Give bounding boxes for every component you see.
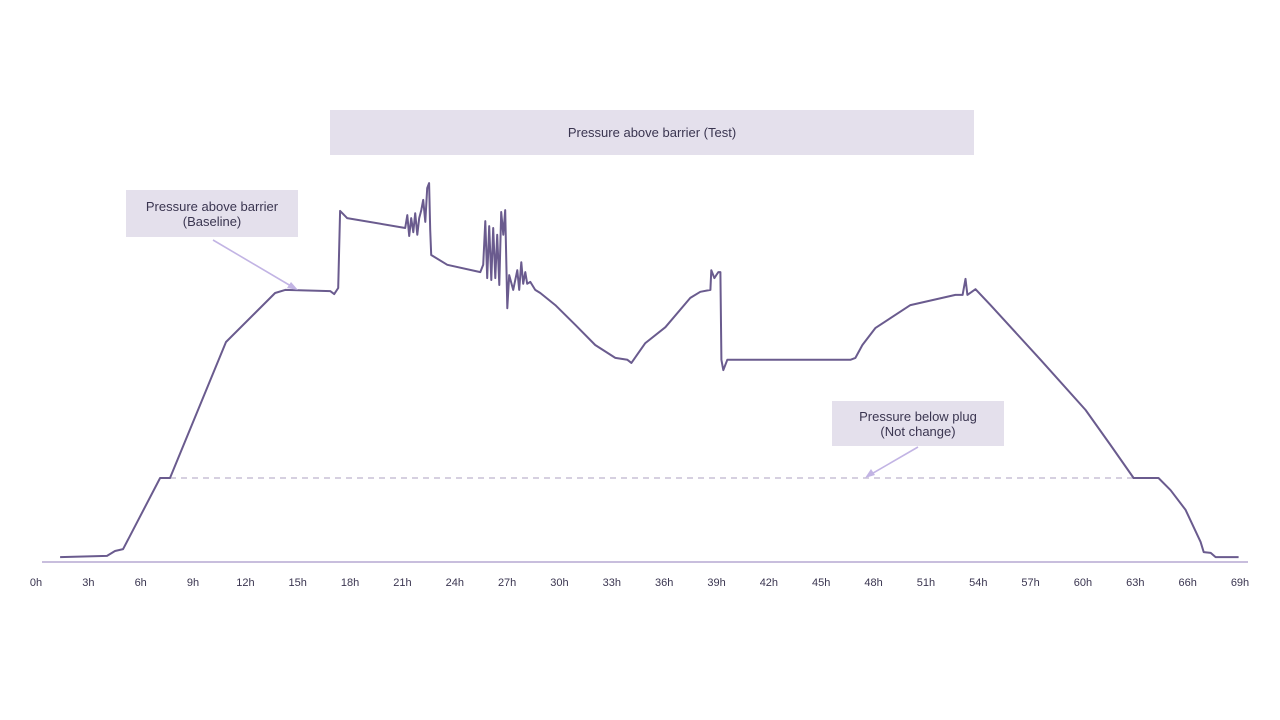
x-tick-label: 0h (30, 577, 42, 589)
annotation-test-text: Pressure above barrier (Test) (567, 125, 737, 140)
x-tick-label: 66h (1178, 577, 1196, 589)
x-tick-label: 15h (289, 577, 307, 589)
x-tick-label: 36h (655, 577, 673, 589)
annotation-test: Pressure above barrier (Test) (330, 110, 974, 155)
annotation-plug-line1: Pressure below plug (859, 408, 977, 424)
baseline-arrow (212, 239, 297, 290)
annotation-baseline-line2: (Baseline) (182, 213, 242, 229)
x-tick-label: 9h (187, 577, 199, 589)
annotation-baseline: Pressure above barrier (Baseline) (126, 190, 298, 237)
x-tick-label: 3h (82, 577, 94, 589)
x-tick-label: 48h (864, 577, 882, 589)
x-tick-label: 12h (236, 577, 254, 589)
x-tick-label: 30h (550, 577, 568, 589)
x-tick-label: 63h (1126, 577, 1144, 589)
x-tick-label: 69h (1231, 577, 1249, 589)
series-line-pressure-above-barrier (60, 182, 1239, 559)
x-tick-label: 18h (341, 577, 359, 589)
annotation-plug-line2: (Not change) (880, 423, 956, 439)
x-tick-label: 51h (917, 577, 935, 589)
baseline-arrow-head (287, 282, 298, 290)
x-tick-label: 54h (969, 577, 987, 589)
x-tick-label: 60h (1074, 577, 1092, 589)
x-tick-label: 33h (603, 577, 621, 589)
x-tick-label: 57h (1021, 577, 1039, 589)
plug-arrow (867, 446, 919, 477)
x-tick-label: 42h (760, 577, 778, 589)
annotation-plug: Pressure below plug (Not change) (832, 401, 1004, 446)
x-tick-label: 27h (498, 577, 516, 589)
x-tick-label: 45h (812, 577, 830, 589)
x-tick-label: 24h (446, 577, 464, 589)
x-tick-label: 6h (135, 577, 147, 589)
x-tick-label: 39h (707, 577, 725, 589)
annotation-baseline-line1: Pressure above barrier (145, 198, 279, 214)
x-tick-label: 21h (393, 577, 411, 589)
plug-arrow-head (865, 469, 875, 478)
